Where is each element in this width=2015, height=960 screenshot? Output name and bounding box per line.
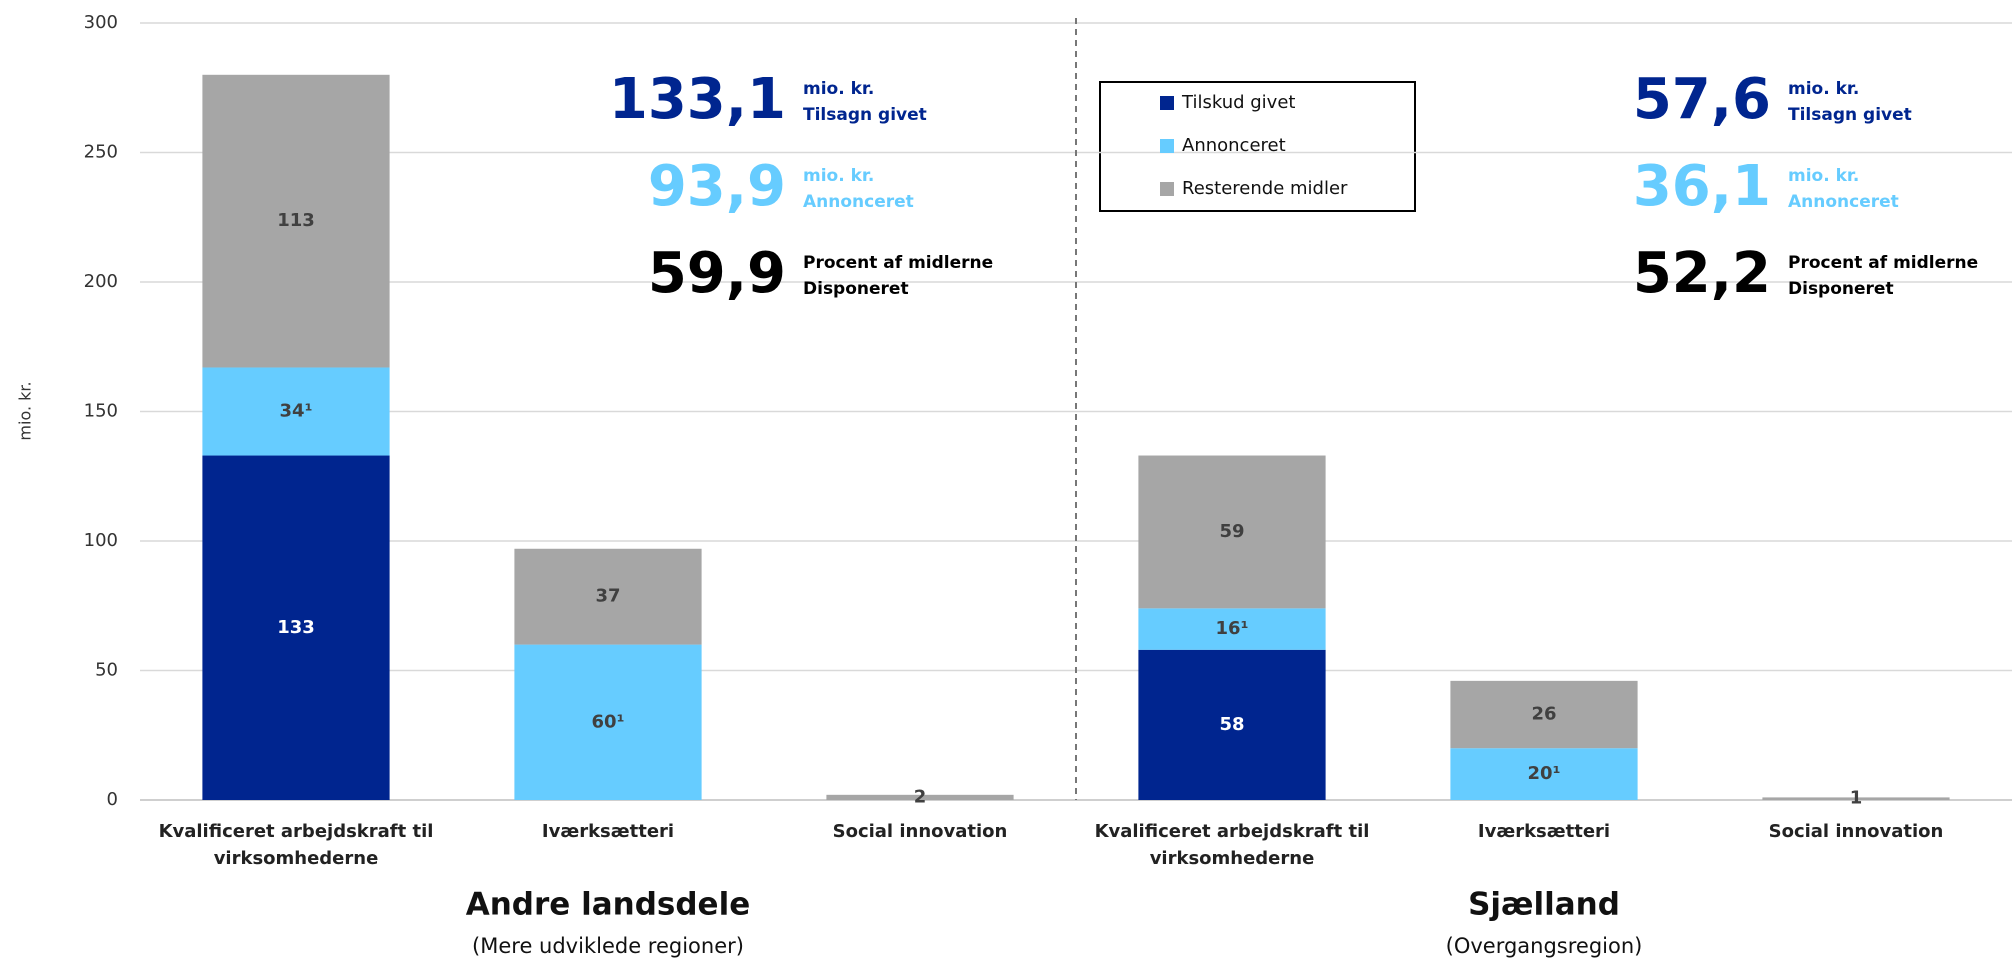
- group-title: Sjælland: [1468, 887, 1620, 923]
- annotation-value: 93,9: [648, 154, 786, 219]
- legend-swatch: [1160, 182, 1174, 196]
- annotation-text: Procent af midlerne: [1788, 253, 1978, 273]
- legend-swatch: [1160, 139, 1174, 153]
- bar-segment: [1450, 680, 1638, 749]
- annotation-value: 52,2: [1633, 241, 1771, 306]
- annotation-text: Disponeret: [1788, 279, 1894, 299]
- y-tick-label: 0: [107, 789, 118, 810]
- data-label: 58: [1219, 714, 1244, 735]
- bar-segment: [1138, 649, 1326, 800]
- data-label: 59: [1219, 521, 1244, 542]
- data-label: 133: [277, 617, 315, 638]
- annotation-text: Disponeret: [803, 279, 909, 299]
- data-label: 16¹: [1216, 618, 1249, 639]
- data-label: 1: [1850, 788, 1863, 809]
- annotation-text: mio. kr.: [1788, 166, 1859, 186]
- annotation-text: Tilsagn givet: [1788, 105, 1912, 125]
- y-axis-label: mio. kr.: [16, 381, 35, 440]
- bar-segment: [826, 794, 1014, 800]
- annotation-text: mio. kr.: [803, 166, 874, 186]
- data-label: 2: [914, 786, 927, 807]
- bar-segment: [202, 455, 390, 800]
- bar-segment: [1138, 608, 1326, 650]
- bar-segment: [1450, 748, 1638, 800]
- group-title: Andre landsdele: [466, 887, 750, 923]
- annotation-text: mio. kr.: [1788, 79, 1859, 99]
- legend-label: Resterende midler: [1182, 178, 1348, 199]
- bar-segment: [514, 548, 702, 645]
- annotation-text: Annonceret: [1788, 192, 1899, 212]
- bar-segment: [514, 644, 702, 800]
- annotation-value: 133,1: [609, 67, 786, 132]
- bar-segment: [202, 367, 390, 456]
- x-tick-label: Iværksætteri: [1477, 821, 1611, 842]
- bar-segment: [202, 74, 390, 368]
- group-subtitle: (Mere udviklede regioner): [472, 934, 744, 958]
- data-label: 26: [1531, 704, 1556, 725]
- x-tick-label: Iværksætteri: [541, 821, 675, 842]
- legend-swatch: [1160, 96, 1174, 110]
- annotation-value: 59,9: [648, 241, 786, 306]
- data-label: 113: [277, 210, 315, 231]
- data-label: 60¹: [592, 711, 625, 732]
- annotation-value: 36,1: [1633, 154, 1771, 219]
- annotation-text: Annonceret: [803, 192, 914, 212]
- y-tick-label: 100: [84, 530, 118, 551]
- annotation-text: Tilsagn givet: [803, 105, 927, 125]
- x-tick-label: Kvalificeret arbejdskraft til virksomhed…: [158, 821, 434, 869]
- y-tick-label: 300: [84, 12, 118, 33]
- bar-segment: [1762, 797, 1950, 800]
- legend-label: Tilskud givet: [1181, 92, 1295, 113]
- data-label: 37: [595, 586, 620, 607]
- annotation-text: Procent af midlerne: [803, 253, 993, 273]
- bar-segment: [1138, 455, 1326, 609]
- legend-box: [1099, 81, 1416, 212]
- y-tick-label: 150: [84, 401, 118, 422]
- data-label: 20¹: [1528, 763, 1561, 784]
- data-label: 34¹: [280, 401, 313, 422]
- x-tick-label: Social innovation: [1768, 821, 1944, 842]
- y-tick-label: 200: [84, 271, 118, 292]
- group-subtitle: (Overgangsregion): [1446, 934, 1643, 958]
- annotation-text: mio. kr.: [803, 79, 874, 99]
- x-tick-label: Kvalificeret arbejdskraft til virksomhed…: [1094, 821, 1370, 869]
- y-tick-label: 50: [95, 660, 118, 681]
- annotation-value: 57,6: [1633, 67, 1771, 132]
- legend-label: Annonceret: [1182, 135, 1286, 156]
- y-tick-label: 250: [84, 142, 118, 163]
- x-tick-label: Social innovation: [832, 821, 1008, 842]
